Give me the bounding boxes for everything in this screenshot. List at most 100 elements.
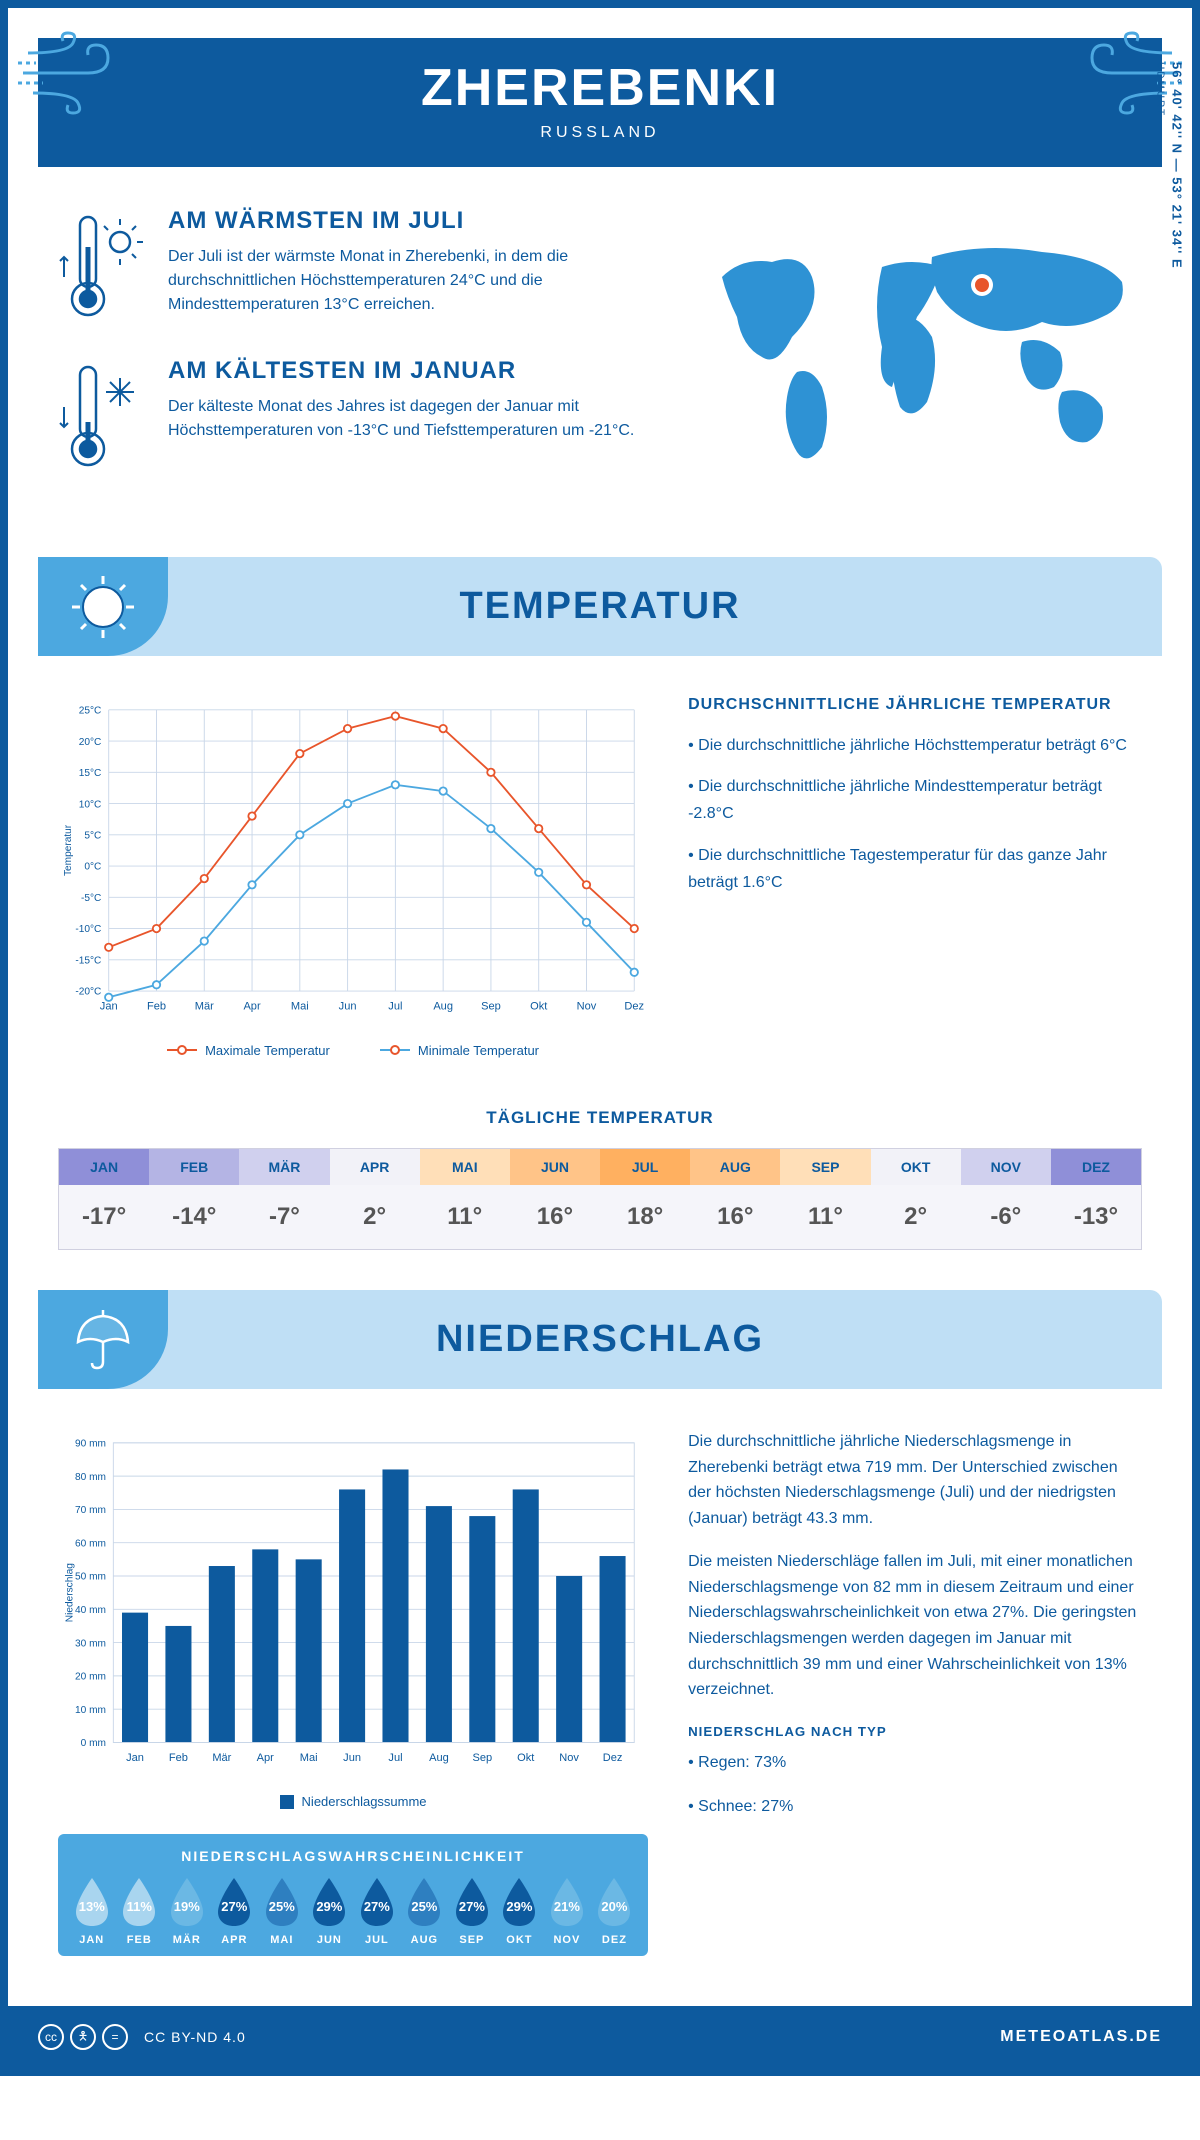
coldest-block: AM KÄLTESTEN IM JANUAR Der kälteste Mona…	[58, 357, 642, 477]
temperature-banner: TEMPERATUR	[38, 557, 1162, 656]
svg-text:0°C: 0°C	[84, 862, 101, 873]
cc-icon: cc	[38, 2024, 64, 2050]
strip-cell: APR 2°	[330, 1149, 420, 1249]
svg-text:5°C: 5°C	[84, 831, 101, 842]
svg-text:-20°C: -20°C	[75, 987, 101, 998]
drop-month-label: FEB	[118, 1934, 162, 1946]
svg-text:70 mm: 70 mm	[75, 1505, 106, 1516]
warmest-block: AM WÄRMSTEN IM JULI Der Juli ist der wär…	[58, 207, 642, 327]
coords-region: UDMURT	[1155, 62, 1166, 117]
drop-month-label: DEZ	[593, 1934, 637, 1946]
svg-text:30 mm: 30 mm	[75, 1638, 106, 1649]
world-map-icon	[682, 207, 1142, 487]
by-icon: 🯅	[70, 2024, 96, 2050]
precipitation-section-title: NIEDERSCHLAG	[38, 1318, 1162, 1361]
strip-month-label: APR	[330, 1149, 420, 1185]
drop-month-label: MÄR	[165, 1934, 209, 1946]
svg-text:-10°C: -10°C	[75, 924, 101, 935]
strip-month-label: SEP	[780, 1149, 870, 1185]
footer: cc 🯅 = CC BY-ND 4.0 METEOATLAS.DE	[8, 2006, 1192, 2068]
svg-text:Niederschlag: Niederschlag	[65, 1563, 76, 1622]
svg-text:Feb: Feb	[169, 1752, 188, 1764]
strip-cell: SEP 11°	[780, 1149, 870, 1249]
temp-bullet-3: • Die durchschnittliche Tagestemperatur …	[688, 842, 1142, 896]
temperature-summary-text: DURCHSCHNITTLICHE JÄHRLICHE TEMPERATUR •…	[688, 696, 1142, 1058]
strip-month-label: FEB	[149, 1149, 239, 1185]
probability-drop: 25% AUG	[403, 1876, 447, 1946]
coldest-heading: AM KÄLTESTEN IM JANUAR	[168, 357, 642, 385]
wind-icon-left	[18, 23, 138, 123]
strip-month-label: NOV	[961, 1149, 1051, 1185]
page-subtitle: RUSSLAND	[38, 124, 1162, 142]
svg-text:Okt: Okt	[530, 1000, 547, 1012]
svg-text:20 mm: 20 mm	[75, 1672, 106, 1683]
probability-drop: 27% SEP	[450, 1876, 494, 1946]
svg-text:40 mm: 40 mm	[75, 1605, 106, 1616]
svg-text:Mär: Mär	[212, 1752, 231, 1764]
coords-main: 56° 40' 42'' N — 53° 21' 34'' E	[1170, 62, 1185, 269]
strip-temp-value: -17°	[59, 1185, 149, 1249]
precip-type-1: • Regen: 73%	[688, 1750, 1142, 1776]
strip-temp-value: 11°	[420, 1185, 510, 1249]
probability-drop: 19% MÄR	[165, 1876, 209, 1946]
svg-text:-15°C: -15°C	[75, 955, 101, 966]
strip-month-label: OKT	[871, 1149, 961, 1185]
strip-temp-value: 2°	[871, 1185, 961, 1249]
svg-text:15°C: 15°C	[79, 768, 102, 779]
svg-text:Sep: Sep	[472, 1752, 492, 1764]
svg-text:Jun: Jun	[339, 1000, 357, 1012]
precip-chart-legend: Niederschlagssumme	[58, 1794, 648, 1809]
strip-cell: OKT 2°	[871, 1149, 961, 1249]
intro-section: AM WÄRMSTEN IM JULI Der Juli ist der wär…	[8, 167, 1192, 537]
drop-percentage: 29%	[316, 1899, 342, 1914]
svg-text:Dez: Dez	[624, 1000, 644, 1012]
svg-text:20°C: 20°C	[79, 737, 102, 748]
svg-text:Jun: Jun	[343, 1752, 361, 1764]
footer-brand: METEOATLAS.DE	[1000, 2028, 1162, 2046]
svg-text:Mär: Mär	[195, 1000, 214, 1012]
drop-month-label: AUG	[403, 1934, 447, 1946]
precipitation-probability-box: NIEDERSCHLAGSWAHRSCHEINLICHKEIT 13% JAN …	[58, 1834, 648, 1956]
temperature-line-chart: -20°C-15°C-10°C-5°C0°C5°C10°C15°C20°C25°…	[58, 696, 648, 1058]
precip-para-2: Die meisten Niederschläge fallen im Juli…	[688, 1549, 1142, 1703]
strip-temp-value: 18°	[600, 1185, 690, 1249]
drop-percentage: 27%	[221, 1899, 247, 1914]
strip-temp-value: 2°	[330, 1185, 420, 1249]
svg-text:10°C: 10°C	[79, 799, 102, 810]
svg-text:Okt: Okt	[517, 1752, 534, 1764]
strip-cell: MAI 11°	[420, 1149, 510, 1249]
strip-cell: JAN -17°	[59, 1149, 149, 1249]
drop-percentage: 25%	[411, 1899, 437, 1914]
drop-percentage: 20%	[601, 1899, 627, 1914]
strip-temp-value: 16°	[690, 1185, 780, 1249]
drop-percentage: 27%	[459, 1899, 485, 1914]
drop-percentage: 11%	[127, 1899, 152, 1914]
strip-cell: DEZ -13°	[1051, 1149, 1141, 1249]
strip-month-label: JUN	[510, 1149, 600, 1185]
svg-text:Nov: Nov	[577, 1000, 597, 1012]
precip-legend-label: Niederschlagssumme	[302, 1794, 427, 1809]
probability-drop: 21% NOV	[545, 1876, 589, 1946]
strip-month-label: MÄR	[239, 1149, 329, 1185]
strip-temp-value: 11°	[780, 1185, 870, 1249]
probability-drop: 29% OKT	[498, 1876, 542, 1946]
precipitation-bar-chart: 0 mm10 mm20 mm30 mm40 mm50 mm60 mm70 mm8…	[58, 1429, 648, 1809]
nd-icon: =	[102, 2024, 128, 2050]
strip-month-label: DEZ	[1051, 1149, 1141, 1185]
svg-text:Temperatur: Temperatur	[63, 824, 74, 876]
page-title: ZHEREBENKI	[38, 58, 1162, 118]
precipitation-summary-text: Die durchschnittliche jährliche Niedersc…	[688, 1429, 1142, 1956]
svg-text:Jan: Jan	[100, 1000, 118, 1012]
drop-month-label: SEP	[450, 1934, 494, 1946]
strip-month-label: AUG	[690, 1149, 780, 1185]
strip-cell: JUN 16°	[510, 1149, 600, 1249]
warmest-heading: AM WÄRMSTEN IM JULI	[168, 207, 642, 235]
precip-para-1: Die durchschnittliche jährliche Niedersc…	[688, 1429, 1142, 1531]
legend-max-label: Maximale Temperatur	[205, 1043, 330, 1058]
coordinates: 56° 40' 42'' N — 53° 21' 34'' E UDMURT	[1155, 62, 1185, 269]
strip-temp-value: -7°	[239, 1185, 329, 1249]
svg-text:50 mm: 50 mm	[75, 1572, 106, 1583]
drop-percentage: 21%	[554, 1899, 580, 1914]
svg-text:Aug: Aug	[433, 1000, 453, 1012]
svg-text:Apr: Apr	[243, 1000, 261, 1012]
